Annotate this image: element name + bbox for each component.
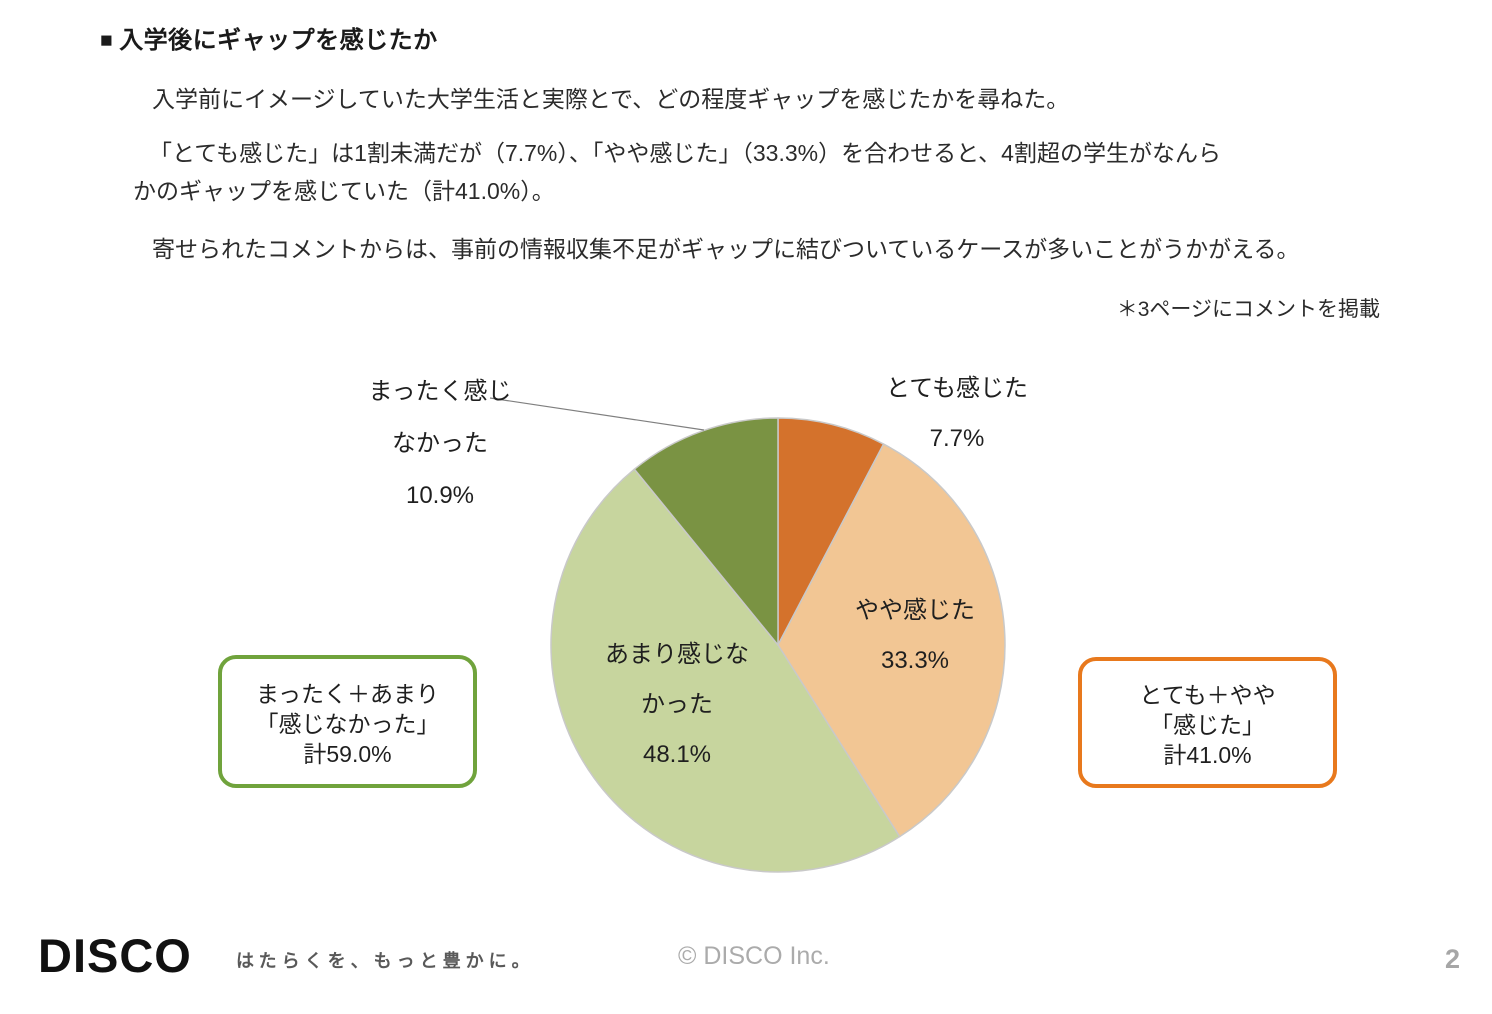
paragraph-1: 入学前にイメージしていた大学生活と実際とで、どの程度ギャップを感じたかを尋ねた。 — [152, 86, 1070, 112]
paragraph-3: 寄せられたコメントからは、事前の情報収集不足がギャップに結びついているケースが多… — [152, 236, 1300, 262]
paragraph-2-line-2: かのギャップを感じていた（計41.0%）。 — [133, 178, 555, 204]
callout-total: 計41.0% — [1163, 742, 1252, 768]
pie-label-amari: あまり感じな かった 48.1% — [567, 630, 787, 780]
pie-label-text: まったく感じ — [368, 378, 512, 405]
callout-line: 「感じた」 — [1150, 712, 1265, 738]
pie-label-text: やや感じた — [855, 597, 975, 624]
pie-label-value: 48.1% — [642, 741, 712, 768]
company-tagline: はたらくを、もっと豊かに。 — [236, 951, 535, 971]
leader-line-svg — [489, 397, 705, 431]
pie-slice-yaya — [777, 443, 1006, 838]
comment-reference-note: ＊3ページにコメントを掲載 — [1116, 298, 1380, 321]
title-square-marker: ■ — [100, 29, 114, 52]
pie-label-value: 10.9% — [405, 482, 475, 509]
pie-label-value: 33.3% — [880, 647, 950, 674]
page-number: 2 — [1444, 944, 1460, 974]
pie-slice-amari — [550, 468, 901, 873]
title-text: 入学後にギャップを感じたか — [119, 27, 438, 54]
callout-line: とても＋やや — [1139, 682, 1276, 708]
pie-slice-totemo — [777, 417, 885, 646]
pie-label-text: なかった — [392, 430, 488, 457]
pie-label-yaya: やや感じた 33.3% — [805, 586, 1025, 686]
pie-slice-mattaku — [633, 417, 779, 646]
callout-total: 計59.0% — [303, 741, 392, 767]
pie-label-text: とても感じた — [885, 375, 1029, 402]
callout-line: 「感じなかった」 — [255, 711, 440, 737]
copyright-notice: © DISCO Inc. — [678, 942, 830, 970]
paragraph-2-line-1: 「とても感じた」は1割未満だが（7.7%）、「やや感じた」（33.3%）を合わせ… — [149, 140, 1221, 166]
callout-felt-gap: とても＋やや 「感じた」 計41.0% — [1078, 657, 1337, 788]
callout-felt-no-gap: まったく＋あまり 「感じなかった」 計59.0% — [218, 655, 477, 788]
pie-label-text: あまり感じな — [605, 641, 749, 668]
pie-label-value: 7.7% — [929, 425, 985, 452]
pie-label-totemo: とても感じた 7.7% — [847, 364, 1067, 464]
leader-line — [489, 397, 705, 431]
callout-line: まったく＋あまり — [255, 681, 440, 707]
pie-chart — [550, 417, 1006, 873]
disco-logo: DISCO — [38, 929, 192, 982]
pie-label-text: かった — [641, 691, 713, 718]
pie-label-mattaku: まったく感じ なかった 10.9% — [330, 366, 550, 522]
page-title: ■ 入学後にギャップを感じたか — [100, 20, 438, 55]
